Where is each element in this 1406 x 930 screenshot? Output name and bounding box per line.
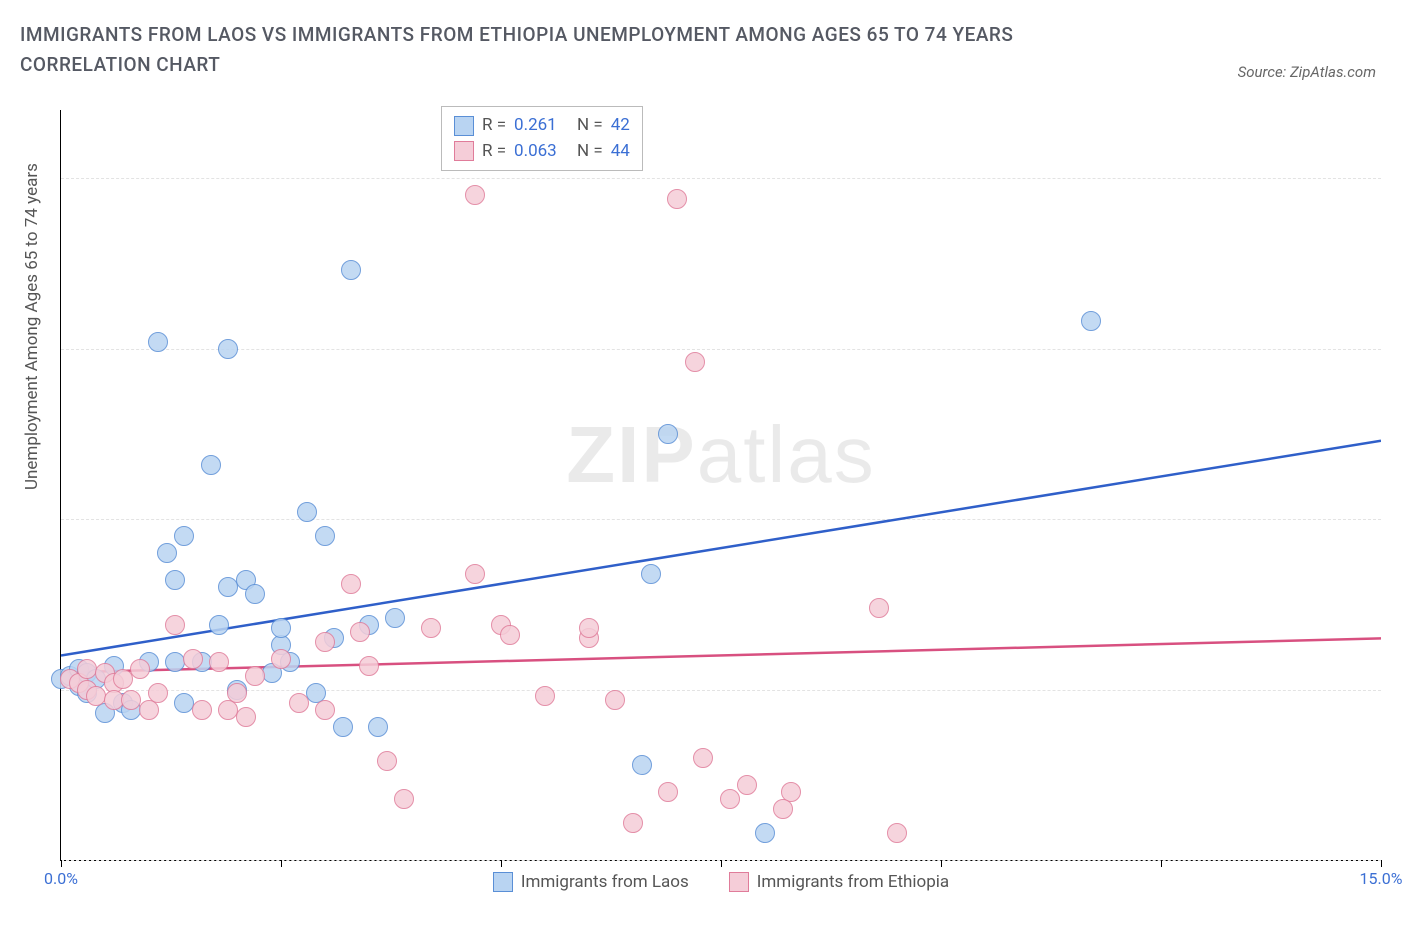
x-tick <box>501 860 502 867</box>
trend-lines <box>61 110 1381 860</box>
data-point <box>641 564 661 584</box>
data-point <box>755 823 775 843</box>
watermark: ZIPatlas <box>566 409 875 501</box>
data-point <box>297 502 317 522</box>
legend-correlation-row: R = 0.063 N = 44 <box>454 139 630 165</box>
data-point <box>245 666 265 686</box>
data-point <box>623 813 643 833</box>
legend-series-item: Immigrants from Ethiopia <box>729 872 949 892</box>
data-point <box>737 775 757 795</box>
data-point <box>165 615 185 635</box>
data-point <box>148 683 168 703</box>
data-point <box>165 570 185 590</box>
legend-swatch <box>493 872 513 892</box>
x-tick <box>1381 860 1382 867</box>
n-value: 42 <box>611 113 630 139</box>
data-point <box>139 700 159 720</box>
data-point <box>315 526 335 546</box>
legend-swatch <box>454 116 474 136</box>
data-point <box>174 526 194 546</box>
r-label: R = <box>482 139 506 165</box>
data-point <box>359 656 379 676</box>
data-point <box>333 717 353 737</box>
data-point <box>658 424 678 444</box>
chart-area: 0.0%15.0% 5.0%10.0%15.0%20.0% ZIPatlas R… <box>60 110 1381 861</box>
data-point <box>693 748 713 768</box>
data-point <box>148 332 168 352</box>
y-tick-label: 10.0% <box>61 510 1406 529</box>
x-tick <box>721 860 722 867</box>
n-label: N = <box>577 113 603 139</box>
legend-swatch <box>729 872 749 892</box>
n-label: N = <box>577 139 603 165</box>
watermark-bold: ZIP <box>566 410 696 499</box>
watermark-light: atlas <box>697 410 876 499</box>
y-axis-label: Unemployment Among Ages 65 to 74 years <box>22 163 42 490</box>
data-point <box>192 700 212 720</box>
data-point <box>465 564 485 584</box>
data-point <box>377 751 397 771</box>
data-point <box>157 543 177 563</box>
data-point <box>227 683 247 703</box>
data-point <box>394 789 414 809</box>
legend-series-label: Immigrants from Laos <box>521 872 689 892</box>
legend-correlation-row: R = 0.261 N = 42 <box>454 113 630 139</box>
data-point <box>315 632 335 652</box>
data-point <box>236 707 256 727</box>
x-tick <box>1161 860 1162 867</box>
data-point <box>500 625 520 645</box>
data-point <box>1081 311 1101 331</box>
data-point <box>245 584 265 604</box>
data-point <box>368 717 388 737</box>
x-tick <box>61 860 62 867</box>
data-point <box>341 260 361 280</box>
n-value: 44 <box>611 139 630 165</box>
data-point <box>869 598 889 618</box>
trend-line <box>61 441 1381 656</box>
data-point <box>720 789 740 809</box>
r-value: 0.261 <box>514 113 569 139</box>
y-tick-label: 20.0% <box>61 169 1406 188</box>
data-point <box>201 455 221 475</box>
data-point <box>271 618 291 638</box>
data-point <box>209 615 229 635</box>
data-point <box>289 693 309 713</box>
legend-series-label: Immigrants from Ethiopia <box>757 872 949 892</box>
data-point <box>887 823 907 843</box>
r-value: 0.063 <box>514 139 569 165</box>
y-tick-label: 15.0% <box>61 339 1406 358</box>
y-tick-label: 5.0% <box>61 680 1406 699</box>
x-tick <box>281 860 282 867</box>
data-point <box>421 618 441 638</box>
chart-title: IMMIGRANTS FROM LAOS VS IMMIGRANTS FROM … <box>20 20 1120 81</box>
data-point <box>605 690 625 710</box>
data-point <box>341 574 361 594</box>
data-point <box>218 339 238 359</box>
legend-swatch <box>454 141 474 161</box>
data-point <box>209 652 229 672</box>
legend-series: Immigrants from Laos Immigrants from Ethi… <box>61 872 1381 892</box>
data-point <box>579 618 599 638</box>
legend-correlation: R = 0.261 N = 42 R = 0.063 N = 44 <box>441 106 643 171</box>
r-label: R = <box>482 113 506 139</box>
data-point <box>685 352 705 372</box>
data-point <box>535 686 555 706</box>
data-point <box>385 608 405 628</box>
data-point <box>465 185 485 205</box>
data-point <box>183 649 203 669</box>
data-point <box>632 755 652 775</box>
data-point <box>271 649 291 669</box>
data-point <box>667 189 687 209</box>
x-tick <box>941 860 942 867</box>
data-point <box>773 799 793 819</box>
data-point <box>113 669 133 689</box>
data-point <box>658 782 678 802</box>
source-credit: Source: ZipAtlas.com <box>1238 63 1376 81</box>
data-point <box>315 700 335 720</box>
legend-series-item: Immigrants from Laos <box>493 872 689 892</box>
data-point <box>350 622 370 642</box>
data-point <box>130 659 150 679</box>
